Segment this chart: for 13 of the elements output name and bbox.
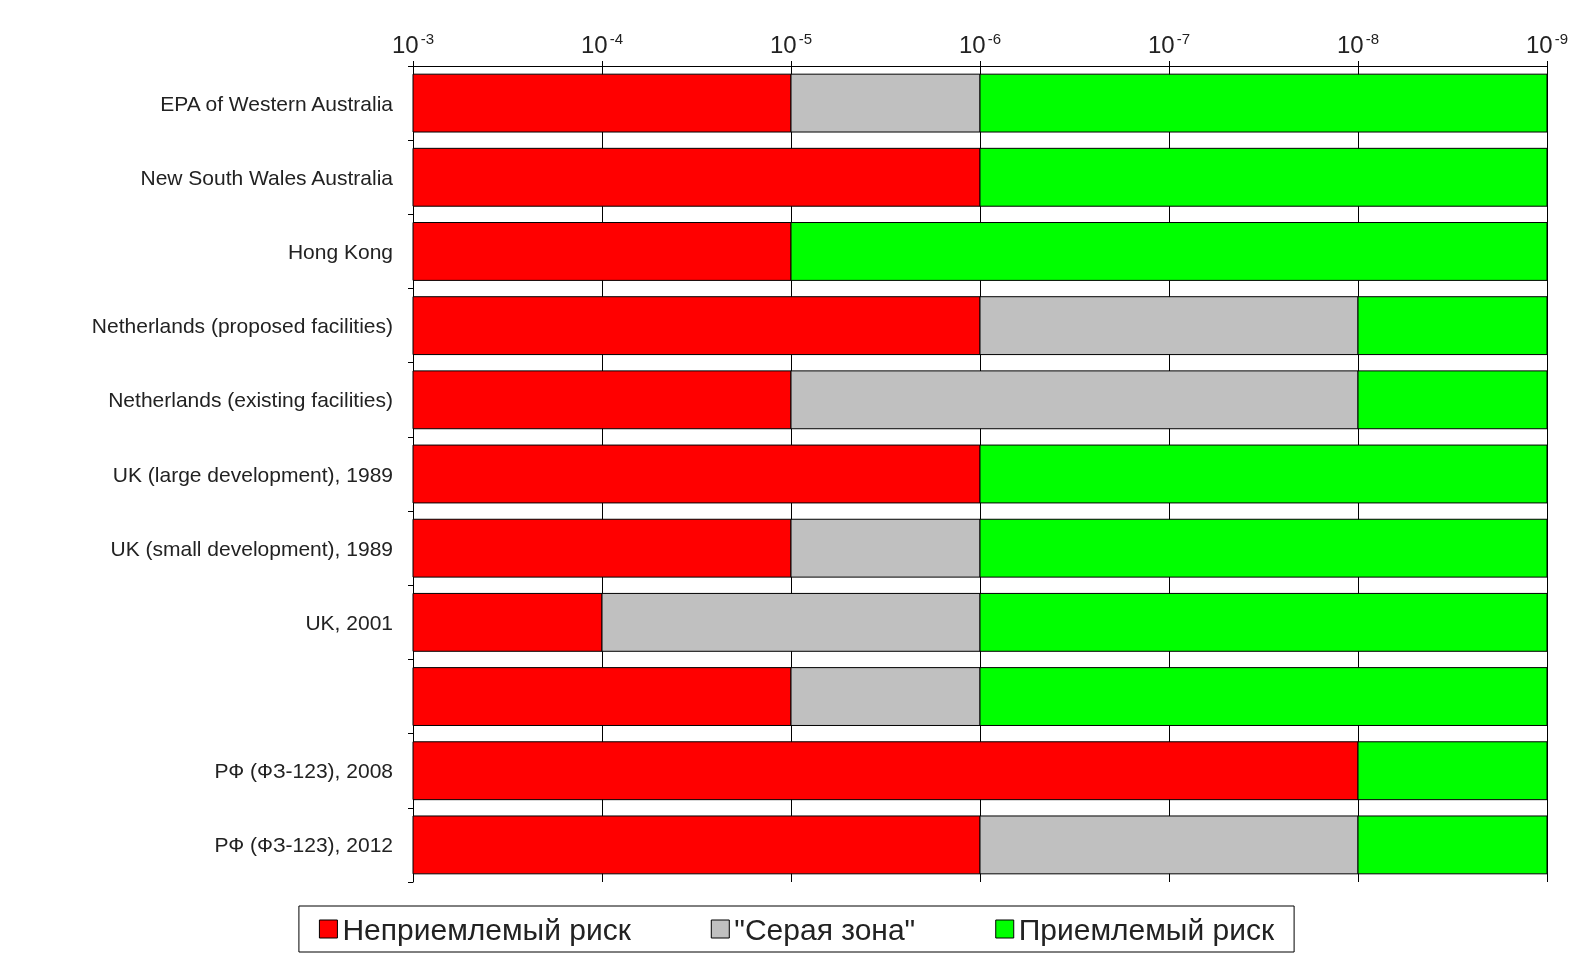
y-tick-label: UK, 2001 <box>305 610 393 634</box>
y-tick-label: Hong Kong <box>287 239 393 263</box>
y-tick-label: New South Wales Australia <box>140 165 394 189</box>
legend-label: Приемлемый риск <box>1018 912 1275 946</box>
legend-label: "Серая зона" <box>734 912 916 946</box>
y-tick-label: РФ (ФЗ-123), 2012 <box>214 833 393 857</box>
legend-label: Неприемлемый риск <box>342 912 632 946</box>
y-tick-label: Netherlands (existing facilities) <box>108 388 393 412</box>
y-tick-label: EPA of Western Australia <box>160 91 394 115</box>
y-tick-label: UK (small development), 1989 <box>110 536 393 560</box>
y-tick-label: UK (large development), 1989 <box>112 462 393 486</box>
y-tick-label: РФ (ФЗ-123), 2008 <box>214 759 393 783</box>
y-tick-label: Netherlands (proposed facilities) <box>91 314 393 338</box>
